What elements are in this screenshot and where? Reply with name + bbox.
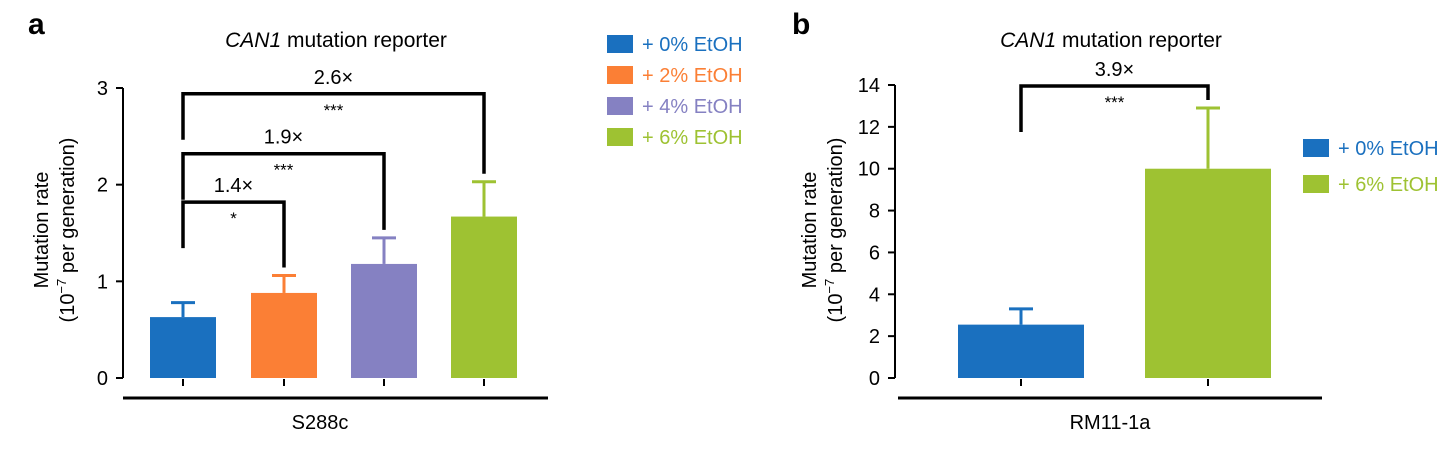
legend-label: + 4% EtOH	[642, 96, 743, 118]
y-tick-label: 4	[869, 284, 880, 306]
y-axis-label-pre: (10	[57, 294, 79, 323]
y-tick-label: 8	[869, 201, 880, 223]
significance-stars: ***	[1105, 93, 1125, 112]
y-axis-label-post: per generation)	[825, 138, 847, 279]
y-axis-label-pre: (10	[825, 294, 847, 323]
y-tick-label: 12	[858, 117, 880, 139]
y-tick-label: 10	[858, 159, 880, 181]
significance-bracket	[1019, 84, 1210, 133]
legend-label: + 6% EtOH	[642, 127, 743, 149]
fold-change-label: 3.9×	[1095, 59, 1134, 81]
y-axis-label-sup: −7	[54, 279, 69, 294]
y-tick-label: 0	[869, 368, 880, 390]
chart-title-gene: CAN1	[1000, 29, 1056, 52]
panel-label: a	[28, 8, 45, 41]
legend-swatch	[607, 66, 633, 84]
chart-title-rest: mutation reporter	[281, 29, 447, 52]
significance-stars: ***	[274, 161, 294, 180]
significance-stars: *	[230, 209, 237, 228]
significance-bracket	[181, 151, 386, 230]
legend-label: + 2% EtOH	[642, 65, 743, 87]
fold-change-label: 1.4×	[214, 175, 253, 197]
y-tick-label: 0	[97, 368, 108, 390]
y-axis-label-sup: −7	[822, 279, 837, 294]
y-tick-label: 3	[97, 78, 108, 100]
group-label: RM11-1a	[1070, 412, 1152, 434]
legend-swatch	[607, 35, 633, 53]
legend-swatch	[1303, 175, 1329, 193]
bar	[150, 317, 216, 378]
y-axis-label-line1: Mutation rate	[799, 172, 821, 289]
significance-bracket	[181, 200, 286, 268]
group-label: S288c	[292, 412, 349, 434]
legend-label: + 0% EtOH	[1338, 138, 1439, 160]
legend-label: + 6% EtOH	[1338, 174, 1439, 196]
bar	[251, 292, 317, 378]
y-tick-label: 14	[858, 75, 880, 97]
bar	[958, 324, 1084, 378]
legend-swatch	[607, 97, 633, 115]
legend-label: + 0% EtOH	[642, 34, 743, 56]
significance-bracket	[181, 92, 486, 174]
chart-title-gene: CAN1	[225, 29, 281, 52]
chart-title-rest: mutation reporter	[1056, 29, 1222, 52]
y-axis-label-post: per generation)	[57, 138, 79, 279]
fold-change-label: 1.9×	[264, 127, 303, 149]
chart-title: CAN1 mutation reporter	[1000, 29, 1222, 52]
y-tick-label: 2	[97, 175, 108, 197]
panel-label: b	[792, 8, 810, 41]
legend-swatch	[607, 128, 633, 146]
fold-change-label: 2.6×	[314, 67, 353, 89]
y-axis-label-line2: (10−7 per generation)	[54, 138, 79, 323]
y-tick-label: 6	[869, 242, 880, 264]
bar	[451, 216, 517, 378]
y-tick-label: 1	[97, 271, 108, 293]
y-axis-label-line2: (10−7 per generation)	[822, 138, 847, 323]
bar	[351, 263, 417, 378]
significance-stars: ***	[324, 101, 344, 120]
y-tick-label: 2	[869, 326, 880, 348]
y-axis-label-line1: Mutation rate	[31, 172, 53, 289]
legend-swatch	[1303, 139, 1329, 157]
bar	[1145, 168, 1271, 378]
chart-title: CAN1 mutation reporter	[225, 29, 447, 52]
